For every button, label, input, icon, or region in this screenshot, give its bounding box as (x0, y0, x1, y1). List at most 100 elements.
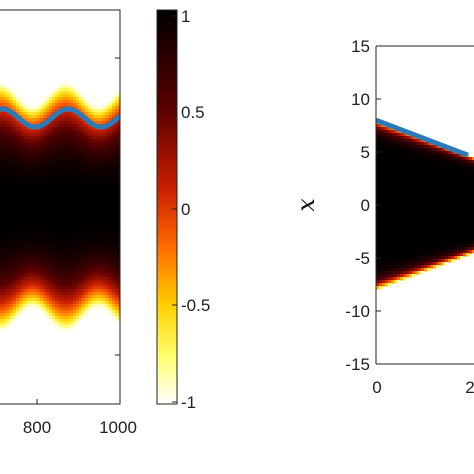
left-heatmap-cell (112, 262, 116, 266)
right-heatmap-cell (427, 181, 431, 185)
right-heatmap-cell (460, 247, 464, 251)
left-heatmap-cell (82, 205, 86, 209)
left-heatmap-cell (103, 217, 107, 221)
right-heatmap-cell (421, 241, 425, 245)
right-heatmap-cell (415, 214, 419, 218)
right-heatmap-cell (463, 220, 467, 224)
right-heatmap-cell (472, 208, 474, 212)
left-heatmap-cell (73, 274, 77, 278)
left-heatmap-cell (64, 301, 68, 305)
left-heatmap-cell (40, 292, 44, 296)
left-heatmap-cell (58, 160, 62, 164)
left-heatmap-cell (40, 277, 44, 281)
left-heatmap-cell (22, 226, 26, 230)
left-heatmap-cell (49, 154, 53, 158)
left-heatmap-cell (85, 217, 89, 221)
right-heatmap-cell (382, 223, 386, 227)
right-heatmap-cell (445, 163, 449, 167)
right-heatmap-cell (397, 202, 401, 206)
left-heatmap-cell (43, 256, 47, 260)
right-heatmap-cell (400, 166, 404, 170)
right-heatmap-cell (457, 181, 461, 185)
left-heatmap-cell (115, 172, 119, 176)
right-heatmap-cell (376, 271, 380, 275)
left-heatmap-cell (46, 109, 50, 113)
left-heatmap-cell (22, 184, 26, 188)
left-heatmap-cell (115, 142, 119, 146)
left-heatmap-cell (79, 157, 83, 161)
left-heatmap-cell (79, 103, 83, 107)
left-heatmap-cell (100, 217, 104, 221)
left-heatmap-cell (109, 247, 113, 251)
right-heatmap-cell (439, 160, 443, 164)
right-heatmap-cell (463, 172, 467, 176)
left-heatmap-cell (40, 148, 44, 152)
left-heatmap-cell (4, 310, 8, 314)
left-heatmap-cell (19, 241, 23, 245)
right-heatmap-cell (397, 241, 401, 245)
right-heatmap-cell (409, 265, 413, 269)
left-heatmap-cell (61, 208, 65, 212)
right-heatmap-cell (433, 265, 437, 269)
right-heatmap-cell (472, 199, 474, 203)
left-heatmap-cell (4, 220, 8, 224)
left-heatmap-cell (109, 133, 113, 137)
right-heatmap-cell (385, 217, 389, 221)
right-heatmap-cell (433, 205, 437, 209)
right-heatmap-cell (436, 211, 440, 215)
left-heatmap-cell (64, 274, 68, 278)
left-heatmap-cell (52, 199, 56, 203)
right-heatmap-cell (403, 166, 407, 170)
right-heatmap-cell (412, 271, 416, 275)
left-heatmap-cell (0, 244, 2, 248)
right-heatmap-cell (430, 175, 434, 179)
right-heatmap-cell (430, 172, 434, 176)
right-heatmap-cell (433, 166, 437, 170)
left-heatmap-cell (34, 280, 38, 284)
left-heatmap-cell (97, 211, 101, 215)
left-heatmap-cell (112, 235, 116, 239)
left-heatmap-cell (76, 214, 80, 218)
left-heatmap-cell (118, 241, 120, 245)
left-heatmap-cell (4, 91, 8, 95)
left-heatmap-cell (76, 118, 80, 122)
left-heatmap-cell (73, 241, 77, 245)
right-heatmap-cell (400, 220, 404, 224)
right-heatmap-cell (436, 154, 440, 158)
left-heatmap-cell (79, 271, 83, 275)
left-heatmap-cell (49, 271, 53, 275)
right-heatmap-cell (394, 280, 398, 284)
left-heatmap-cell (103, 235, 107, 239)
left-heatmap-cell (112, 286, 116, 290)
right-heatmap-cell (421, 145, 425, 149)
left-heatmap-cell (79, 307, 83, 311)
right-heatmap-cell (424, 151, 428, 155)
left-heatmap-cell (43, 298, 47, 302)
right-y-axis-label: x (292, 198, 320, 212)
left-heatmap-cell (7, 271, 11, 275)
left-heatmap-cell (58, 250, 62, 254)
right-heatmap-cell (421, 244, 425, 248)
left-heatmap-cell (31, 244, 35, 248)
left-heatmap-cell (76, 163, 80, 167)
right-heatmap-cell (379, 229, 383, 233)
right-heatmap-cell (463, 181, 467, 185)
left-heatmap-cell (61, 217, 65, 221)
left-heatmap-cell (79, 208, 83, 212)
left-heatmap-cell (52, 292, 56, 296)
left-heatmap-cell (112, 193, 116, 197)
left-heatmap-cell (28, 214, 32, 218)
left-heatmap-cell (37, 241, 41, 245)
left-heatmap-cell (70, 151, 74, 155)
left-heatmap-cell (103, 286, 107, 290)
left-heatmap-cell (85, 265, 89, 269)
right-heatmap-cell (418, 190, 422, 194)
left-heatmap-cell (7, 127, 11, 131)
left-heatmap-cell (73, 100, 77, 104)
right-heatmap-cell (415, 223, 419, 227)
left-heatmap-cell (73, 235, 77, 239)
left-heatmap-cell (43, 232, 47, 236)
left-heatmap-cell (82, 271, 86, 275)
left-heatmap-cell (79, 283, 83, 287)
left-heatmap-cell (58, 232, 62, 236)
